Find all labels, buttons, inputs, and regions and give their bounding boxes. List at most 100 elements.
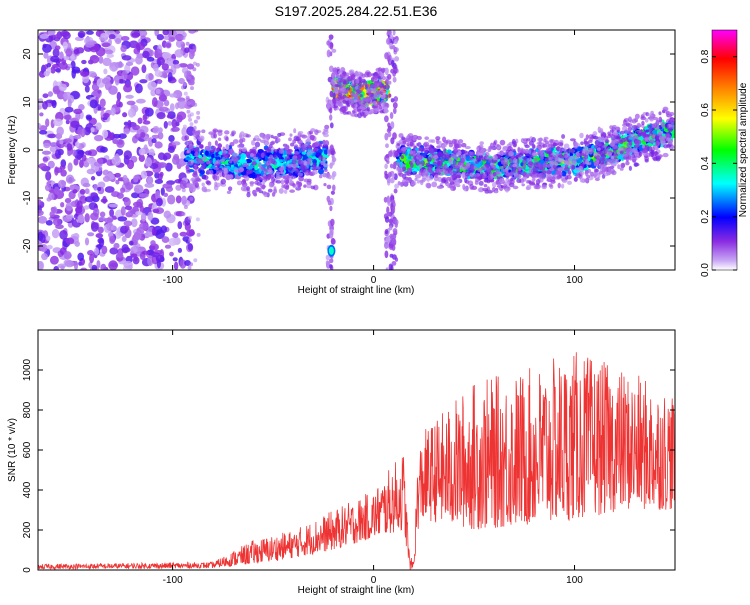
heatmap-cell	[268, 182, 275, 188]
heatmap-cell	[114, 153, 120, 163]
heatmap-cell	[348, 99, 355, 106]
heatmap-cell	[64, 260, 75, 268]
heatmap-cell	[455, 184, 461, 188]
heatmap-cell	[260, 152, 265, 158]
heatmap-cell	[116, 99, 121, 108]
heatmap-cell	[109, 209, 115, 217]
heatmap-cell	[133, 184, 144, 194]
heatmap-cell	[75, 141, 80, 148]
heatmap-cell	[246, 192, 251, 198]
heatmap-cell	[98, 55, 104, 64]
heatmap-cell	[262, 168, 268, 174]
heatmap-cell	[293, 128, 297, 134]
heatmap-cell	[335, 78, 340, 83]
heatmap-cell	[177, 221, 183, 230]
heatmap-cell	[567, 180, 572, 185]
heatmap-cell	[38, 209, 44, 217]
heatmap-cell	[251, 172, 256, 179]
heatmap-cell	[414, 177, 418, 181]
heatmap-cell	[193, 125, 197, 131]
heatmap-cell	[645, 129, 650, 133]
heatmap-cell	[255, 187, 262, 191]
heatmap-cell	[305, 183, 312, 189]
heatmap-cell	[192, 61, 197, 66]
heatmap-cell	[155, 190, 161, 200]
heatmap-cell	[334, 83, 339, 88]
heatmap-cell	[148, 73, 154, 81]
heatmap-cell	[350, 113, 357, 117]
heatmap-cell	[151, 97, 158, 108]
heatmap-cell	[157, 79, 162, 85]
heatmap-cell	[97, 226, 104, 234]
heatmap-cell	[611, 170, 617, 176]
heatmap-cell	[60, 201, 65, 208]
heatmap-cell	[323, 182, 327, 187]
heatmap-cell	[186, 98, 196, 108]
heatmap-cell	[304, 170, 311, 176]
heatmap-cell	[51, 207, 57, 213]
heatmap-cell	[286, 163, 293, 168]
heatmap-cell	[445, 181, 450, 187]
heatmap-cell	[355, 88, 361, 95]
heatmap-cell	[560, 183, 565, 189]
heatmap-cell	[579, 132, 584, 139]
heatmap-cell	[464, 172, 471, 177]
heatmap-cell	[178, 63, 188, 68]
heatmap-cell	[49, 255, 59, 265]
heatmap-cell	[137, 117, 143, 124]
heatmap-cell	[47, 30, 56, 36]
heatmap-cell	[259, 132, 264, 138]
heatmap-cell	[437, 176, 443, 182]
heatmap-cell	[47, 133, 57, 139]
heatmap-cell	[145, 231, 154, 237]
heatmap-cell	[364, 110, 370, 116]
heatmap-cell	[185, 157, 192, 161]
heatmap-cell	[59, 139, 64, 145]
heatmap-cell	[53, 118, 63, 127]
heatmap-cell	[174, 49, 184, 58]
heatmap-cell	[139, 79, 148, 84]
heatmap-cell	[150, 217, 160, 225]
heatmap-cell	[644, 136, 651, 143]
heatmap-cell	[124, 225, 130, 231]
heatmap-cell	[213, 166, 219, 171]
heatmap-cell	[240, 185, 247, 192]
heatmap-cell	[318, 174, 323, 179]
heatmap-cell	[545, 152, 550, 159]
heatmap-cell	[154, 30, 160, 37]
heatmap-cell	[448, 169, 453, 176]
heatmap-cell	[44, 184, 52, 192]
heatmap-cell	[120, 45, 127, 53]
heatmap-cell	[227, 186, 233, 192]
heatmap-cell	[352, 110, 356, 114]
heatmap-cell	[303, 184, 307, 188]
heatmap-cell	[292, 183, 296, 188]
heatmap-cell	[190, 177, 195, 182]
heatmap-cell	[123, 121, 129, 126]
heatmap-cell	[284, 156, 291, 161]
heatmap-cell	[190, 86, 194, 91]
heatmap-cell	[201, 156, 207, 160]
heatmap-cell	[306, 159, 312, 166]
heatmap-cell	[226, 190, 232, 194]
heatmap-cell	[584, 154, 589, 160]
heatmap-cell	[181, 195, 187, 205]
heatmap-cell	[254, 165, 259, 171]
heatmap-cell	[138, 30, 148, 37]
heatmap-cell	[275, 171, 281, 175]
heatmap-cell	[50, 66, 56, 74]
heatmap-cell	[82, 182, 91, 188]
heatmap-cell	[311, 166, 317, 171]
heatmap-cell	[138, 148, 146, 156]
heatmap-cell	[43, 142, 51, 149]
heatmap-cell	[323, 133, 329, 138]
heatmap-cell	[179, 161, 188, 166]
heatmap-cell	[323, 168, 328, 173]
heatmap-cell	[241, 146, 248, 153]
heatmap-cell	[65, 202, 73, 212]
heatmap-cell	[85, 42, 95, 48]
heatmap-cell	[141, 64, 147, 74]
heatmap-cell	[376, 89, 382, 95]
heatmap-cell	[52, 85, 61, 95]
heatmap-cell	[179, 231, 188, 237]
